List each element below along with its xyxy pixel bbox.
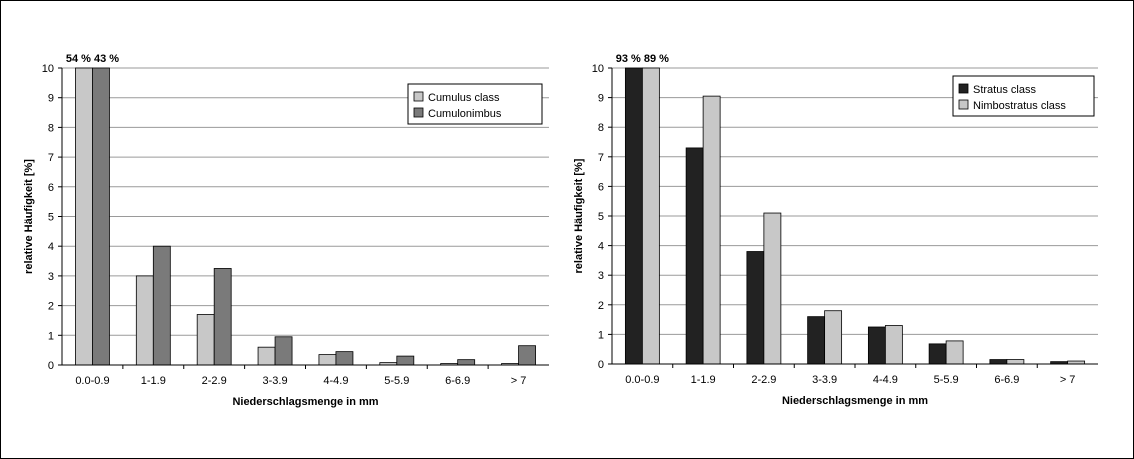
legend-label: Cumulonimbus	[428, 108, 502, 120]
bar-cumulonimbus	[335, 351, 354, 366]
bar-cumulonimbus	[518, 345, 536, 366]
chart-left: 0 1 2 3 4 5 6 7 8 9 10 0.0-0.9 1-1.9 2-2.9 3-3.9 4-4.9 5…	[23, 53, 549, 408]
bar-nimbostratus-class	[1006, 359, 1025, 365]
x-tick-label: > 7	[1060, 374, 1076, 386]
bar-nimbostratus-class	[824, 310, 843, 365]
y-tick-label: 5	[598, 211, 604, 223]
legend-swatch	[958, 99, 969, 110]
y-tick-label: 2	[598, 300, 604, 312]
legend-swatch	[413, 91, 424, 102]
bar-cumulonimbus	[274, 336, 293, 366]
x-tick-label: 5-5.9	[934, 374, 959, 386]
bar-cumulus-class	[257, 346, 276, 366]
bar-nimbostratus-class	[641, 67, 660, 365]
bar-stratus-class	[989, 359, 1008, 365]
x-tick-label: 3-3.9	[263, 375, 288, 387]
x-axis-label: Niederschlagsmenge in mm	[782, 395, 928, 407]
bar-cumulus-class	[135, 275, 154, 366]
bar-nimbostratus-class	[884, 325, 903, 365]
y-axis-label: relative Häufigkeit [%]	[573, 158, 585, 273]
bar-cumulus-class	[318, 354, 337, 366]
bar-stratus-class	[624, 67, 643, 365]
x-tick-label: 5-5.9	[384, 375, 409, 387]
bar-cumulus-class	[196, 314, 215, 366]
y-tick-label: 0	[598, 359, 604, 371]
y-tick-label: 9	[598, 93, 604, 105]
bar-nimbostratus-class	[945, 340, 964, 365]
bar-stratus-class	[685, 147, 704, 365]
bar-cumulonimbus	[396, 355, 415, 366]
bar-nimbostratus-class	[763, 212, 782, 365]
x-tick-label: > 7	[511, 375, 527, 387]
x-tick-label: 0.0-0.9	[625, 374, 659, 386]
legend-box	[952, 75, 1095, 117]
y-tick-label: 7	[48, 152, 54, 164]
overflow-annotation: 54 % 43 %	[66, 53, 119, 65]
y-tick-label: 10	[592, 63, 604, 75]
x-tick-label: 0.0-0.9	[75, 375, 109, 387]
y-tick-label: 4	[48, 241, 54, 253]
x-tick-label: 6-6.9	[445, 375, 470, 387]
legend-label: Nimbostratus class	[973, 100, 1066, 112]
legend-swatch	[958, 83, 969, 94]
x-tick-label: 2-2.9	[202, 375, 227, 387]
chart-right: 0 1 2 3 4 5 6 7 8 9 10 0.0-0.9 1-1.9 2-2.9 3-3.9 4-4.9 5…	[573, 53, 1098, 407]
bar-cumulonimbus	[92, 67, 110, 366]
x-tick-label: 4-4.9	[323, 375, 348, 387]
y-tick-label: 5	[48, 212, 54, 224]
y-tick-label: 4	[598, 241, 604, 253]
x-tick-label: 4-4.9	[873, 374, 898, 386]
bar-nimbostratus-class	[702, 95, 721, 365]
x-tick-label: 3-3.9	[812, 374, 837, 386]
y-tick-label: 8	[598, 122, 604, 134]
y-tick-label: 1	[598, 329, 604, 341]
y-tick-label: 8	[48, 122, 54, 134]
overflow-annotation: 93 % 89 %	[616, 53, 669, 65]
legend-swatch	[413, 107, 424, 118]
bar-stratus-class	[807, 316, 826, 365]
bar-stratus-class	[867, 326, 886, 365]
y-tick-label: 3	[48, 271, 54, 283]
legend-box	[407, 83, 543, 125]
y-tick-label: 6	[598, 181, 604, 193]
bar-stratus-class	[928, 343, 947, 365]
bar-cumulonimbus	[213, 268, 232, 366]
bar-stratus-class	[746, 251, 765, 365]
legend-label: Stratus class	[973, 84, 1036, 96]
bar-cumulus-class	[75, 67, 93, 366]
legend-label: Cumulus class	[428, 92, 500, 104]
bar-cumulonimbus	[457, 359, 476, 366]
y-tick-label: 0	[48, 360, 54, 372]
x-tick-label: 1-1.9	[141, 375, 166, 387]
bar-cumulonimbus	[152, 245, 171, 366]
y-axis-label: relative Häufigkeit [%]	[23, 159, 35, 274]
x-tick-label: 6-6.9	[994, 374, 1019, 386]
x-tick-label: 2-2.9	[751, 374, 776, 386]
y-tick-label: 7	[598, 152, 604, 164]
x-tick-label: 1-1.9	[691, 374, 716, 386]
y-tick-label: 1	[48, 330, 54, 342]
y-tick-label: 10	[42, 63, 54, 75]
y-tick-label: 3	[598, 270, 604, 282]
y-tick-label: 6	[48, 182, 54, 194]
y-tick-label: 9	[48, 93, 54, 105]
y-tick-label: 2	[48, 301, 54, 313]
x-axis-label: Niederschlagsmenge in mm	[232, 396, 378, 408]
